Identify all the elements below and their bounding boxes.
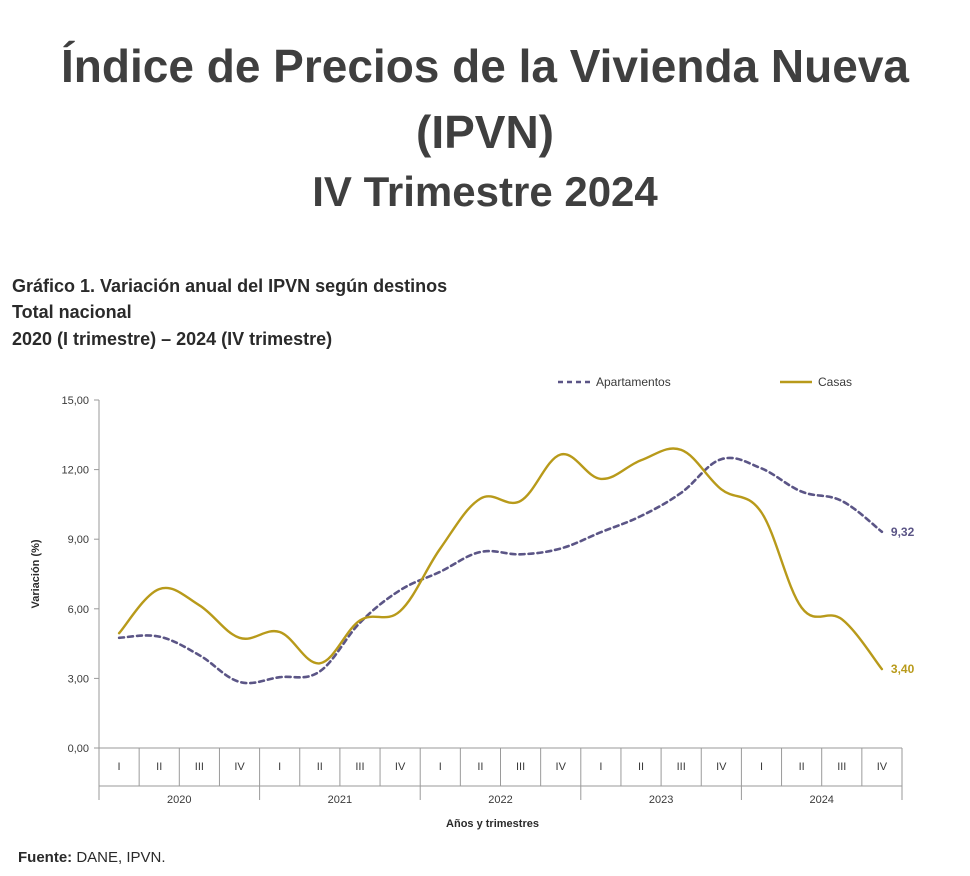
x-quarter-label: IV [556,761,567,773]
legend-label-casas: Casas [818,375,852,389]
y-tick-label: 6,00 [68,604,89,616]
x-year-label: 2023 [649,794,673,806]
line-chart: 0,00 3,00 6,00 9,00 12,00 15,00 Variación (%) I… [30,375,915,830]
chart-caption-period: 2020 (I trimestre) – 2024 (IV trimestre) [12,329,333,349]
page-subtitle: IV Trimestre 2024 [312,168,658,215]
x-quarter-label: II [638,761,644,773]
x-quarter-label: I [278,761,281,773]
legend-label-apartamentos: Apartamentos [596,375,671,389]
y-tick-label: 15,00 [61,395,89,407]
x-quarter-label: I [439,761,442,773]
x-quarter-label: II [156,761,162,773]
x-year-label: 2022 [488,794,512,806]
x-quarter-label: III [837,761,846,773]
x-quarter-label: III [355,761,364,773]
x-quarter-label: III [195,761,204,773]
end-value-label-apartamentos: 9,32 [891,525,915,539]
x-quarter-label: II [477,761,483,773]
chart-caption-scope: Total nacional [12,302,132,322]
y-tick-label: 0,00 [68,743,89,755]
y-tick-label: 9,00 [68,534,89,546]
page-title-line-1: Índice de Precios de la Vivienda Nueva [61,40,909,92]
x-quarter-label: IV [716,761,727,773]
x-year-label: 2020 [167,794,191,806]
source-note: Fuente: DANE, IPVN. [18,849,166,866]
x-year-label: 2021 [328,794,352,806]
y-tick-label: 3,00 [68,673,89,685]
x-quarter-label: IV [877,761,888,773]
x-quarter-label: III [516,761,525,773]
source-text: DANE, IPVN. [72,849,166,866]
x-quarter-label: I [118,761,121,773]
series-line-apartamentos [117,456,884,685]
x-quarter-label: IV [395,761,406,773]
x-quarter-label: III [677,761,686,773]
series-line-casas [117,447,884,671]
x-quarter-label: II [317,761,323,773]
page-title-line-2: (IPVN) [416,106,554,158]
end-value-label-casas: 3,40 [891,662,915,676]
source-label: Fuente: [18,849,73,866]
x-quarter-label: II [799,761,805,773]
x-year-label: 2024 [809,794,833,806]
x-quarter-label: IV [234,761,245,773]
x-quarter-label: I [599,761,602,773]
chart-caption-title: Gráfico 1. Variación anual del IPVN segú… [12,276,448,296]
y-tick-label: 12,00 [61,465,89,477]
y-axis-title: Variación (%) [30,539,42,608]
x-quarter-label: I [760,761,763,773]
x-axis-title: Años y trimestres [446,818,539,830]
